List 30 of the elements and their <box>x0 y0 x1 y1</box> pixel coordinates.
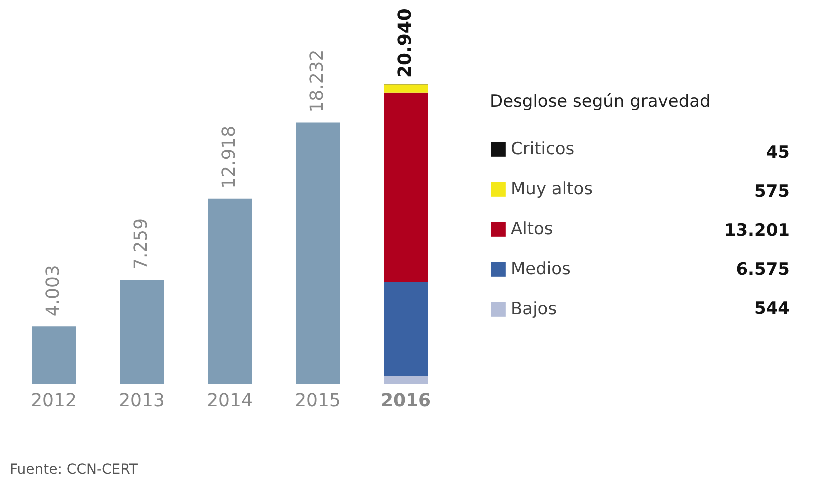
bar <box>32 326 76 384</box>
data-label: 7.259 <box>131 218 152 270</box>
bar <box>296 122 340 384</box>
legend-label: Muy altos <box>511 180 594 200</box>
text: 45 <box>766 143 790 163</box>
legend-title: Desglose según gravedad <box>490 92 711 112</box>
x-tick-label: 2012 <box>31 390 77 412</box>
bar <box>384 376 428 384</box>
text: 13.201 <box>724 221 790 241</box>
data-label: 18.232 <box>307 50 328 113</box>
source-note: Fuente: CCN-CERT <box>10 462 138 478</box>
legend-label: Altos <box>511 220 554 240</box>
bar <box>384 92 428 282</box>
text: 6.575 <box>736 260 790 280</box>
legend-label: Bajos <box>511 300 558 320</box>
x-tick-label: 2014 <box>207 390 253 412</box>
data-label: 4.003 <box>43 265 64 317</box>
x-tick-label: 2016 <box>380 390 432 412</box>
bar <box>120 280 164 384</box>
x-tick-label: 2015 <box>295 390 341 412</box>
text: 575 <box>754 182 790 202</box>
total-label: 20.940 <box>395 8 416 78</box>
text: 544 <box>754 299 790 319</box>
bar <box>384 282 428 376</box>
data-label: 12.918 <box>219 126 240 189</box>
legend-label: Medios <box>511 260 572 280</box>
x-tick-label: 2013 <box>119 390 165 412</box>
legend-label: Criticos <box>511 140 575 160</box>
bar <box>384 84 428 93</box>
bar <box>208 198 252 384</box>
